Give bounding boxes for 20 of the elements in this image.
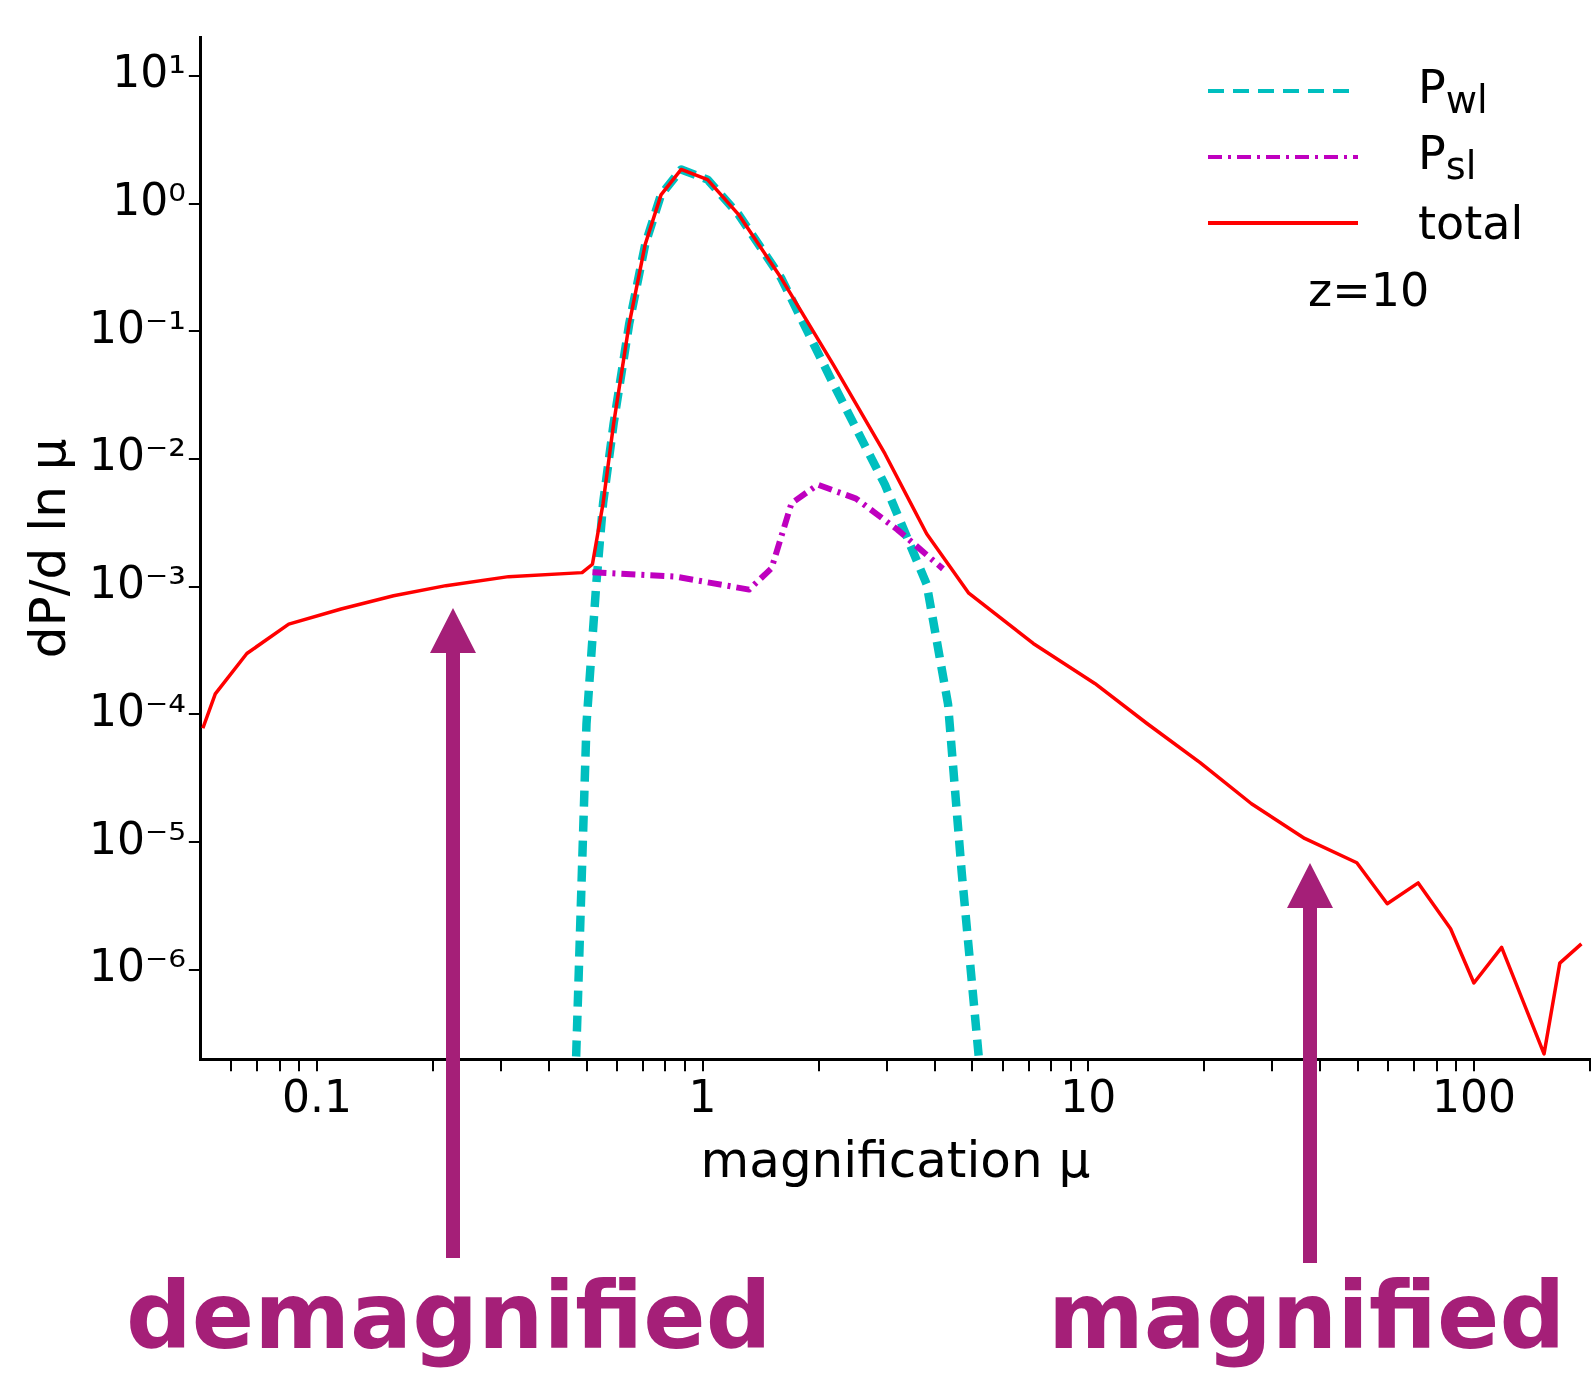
legend-label: total <box>1418 196 1524 250</box>
x-tick-label: 1 <box>688 1071 717 1123</box>
y-tick-label: 10⁻⁴ <box>88 684 186 736</box>
y-axis-title: dP/d ln μ <box>18 438 77 659</box>
y-tick-label: 10¹ <box>112 46 186 98</box>
text: demagnified <box>126 1263 772 1370</box>
y-tick-label: 10⁻³ <box>88 557 186 609</box>
annotation: z=10 <box>1308 263 1430 317</box>
y-tick-label: 10⁻¹ <box>88 301 186 353</box>
x-axis-title: magnification μ <box>700 1130 1091 1189</box>
x-tick-label: 10 <box>1060 1071 1117 1123</box>
text: magnified <box>1048 1263 1566 1370</box>
y-tick-label: 10⁻⁶ <box>88 940 186 992</box>
x-tick-label: 100 <box>1431 1071 1516 1123</box>
y-tick-label: 10⁻⁵ <box>88 812 186 864</box>
y-tick-label: 10⁻² <box>88 429 186 481</box>
legend-label: P$_{sl}$ <box>1418 125 1477 189</box>
legend-label: P$_{wl}$ <box>1418 59 1488 123</box>
x-tick-label: 0.1 <box>281 1071 352 1123</box>
y-tick-label: 10⁰ <box>112 174 186 226</box>
